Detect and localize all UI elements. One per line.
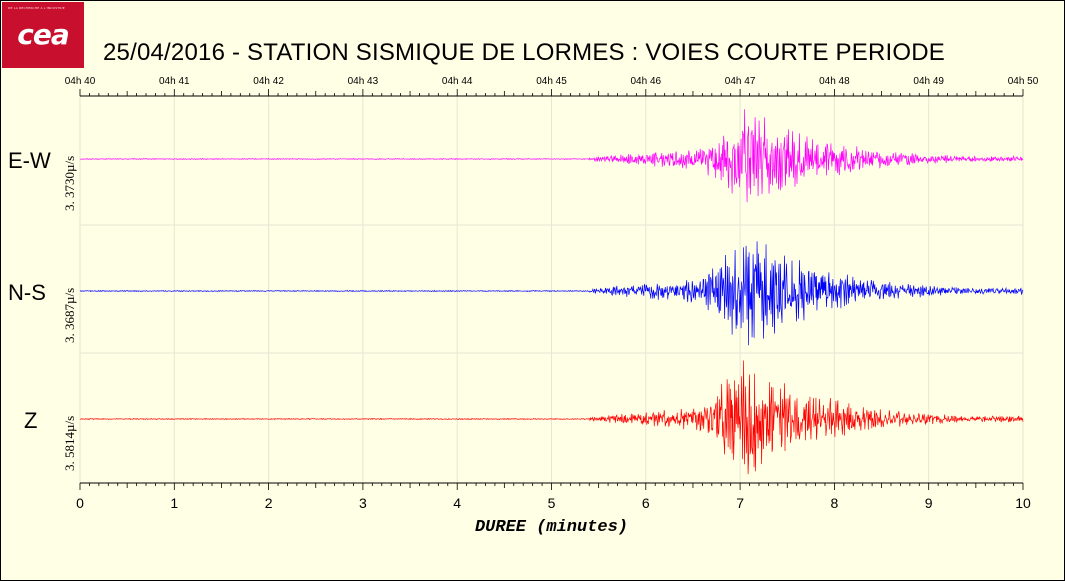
scale-label: 3. 3687µ/s [62, 288, 77, 343]
x-tick-label: 10 [1015, 495, 1031, 511]
top-tick-label: 04h 46 [631, 76, 662, 87]
channel-label: Z [24, 408, 37, 433]
axes: E-W 3. 3730µ/s N-S 3. 3687µ/s Z 3. 5814µ/s 04h… [8, 76, 1039, 537]
top-tick-label: 04h 50 [1008, 76, 1039, 87]
top-tick-label: 04h 43 [348, 76, 379, 87]
top-tick-label: 04h 42 [253, 76, 284, 87]
top-tick-label: 04h 49 [913, 76, 944, 87]
top-tick-label: 04h 41 [159, 76, 190, 87]
cea-logo: DE LA RECHERCHE À L'INDUSTRIE cea [2, 2, 84, 68]
x-tick-label: 4 [453, 495, 461, 511]
x-tick-label: 5 [548, 495, 556, 511]
x-tick-label: 2 [265, 495, 273, 511]
logo-text: cea [17, 18, 69, 51]
trace-e-w [79, 109, 1024, 203]
top-tick-label: 04h 40 [65, 76, 96, 87]
channel-label: E-W [8, 148, 51, 173]
x-tick-label: 7 [736, 495, 744, 511]
x-tick-label: 9 [925, 495, 933, 511]
chart-title: 25/04/2016 - STATION SISMIQUE DE LORMES … [103, 39, 945, 66]
x-tick-label: 1 [170, 495, 178, 511]
x-tick-label: 3 [359, 495, 367, 511]
trace-n-s [79, 241, 1024, 346]
x-tick-label: 6 [642, 495, 650, 511]
trace-z [79, 360, 1024, 475]
channel-label: N-S [8, 280, 46, 305]
scale-label: 3. 3730µ/s [62, 156, 77, 211]
top-tick-label: 04h 47 [725, 76, 756, 87]
x-tick-label: 0 [76, 495, 84, 511]
traces [79, 109, 1024, 475]
top-tick-label: 04h 44 [442, 76, 473, 87]
top-tick-label: 04h 48 [819, 76, 850, 87]
grid-lines [79, 96, 1024, 483]
scale-label: 3. 5814µ/s [62, 416, 77, 471]
x-tick-label: 8 [831, 495, 839, 511]
top-tick-label: 04h 45 [536, 76, 567, 87]
x-axis-label: DUREE (minutes) [475, 518, 628, 537]
logo-tagline: DE LA RECHERCHE À L'INDUSTRIE [8, 6, 65, 10]
